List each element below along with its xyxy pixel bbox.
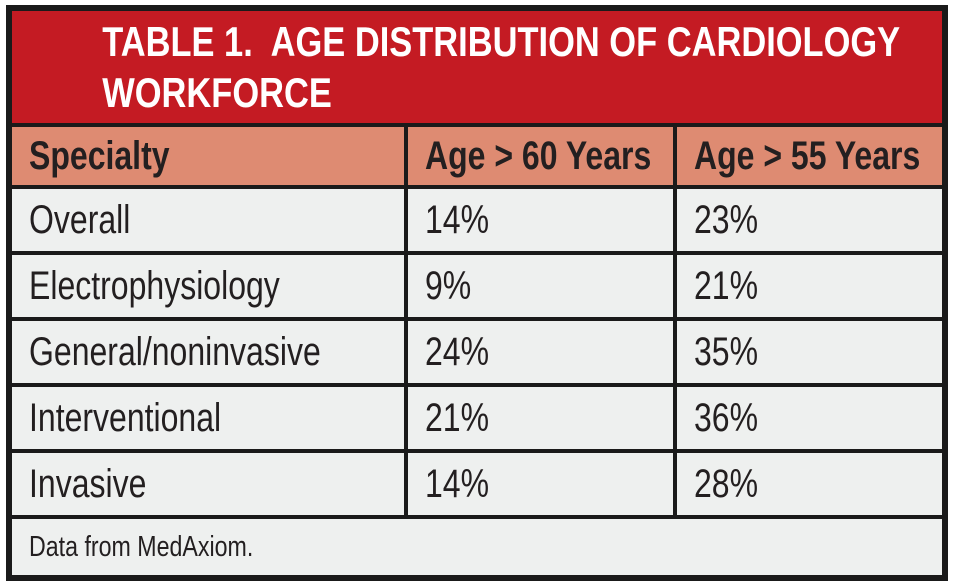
age-over-55-value: 35%: [694, 329, 759, 374]
table-figure: TABLE 1. AGE DISTRIBUTION OF CARDIOLOGY …: [6, 5, 948, 581]
specialty-value: General/noninvasive: [29, 329, 321, 374]
table-title-line-1: TABLE 1. AGE DISTRIBUTION OF CARDIOLOGY: [102, 17, 901, 65]
age-over-60-cell: 14%: [403, 449, 678, 519]
table-title: TABLE 1. AGE DISTRIBUTION OF CARDIOLOGY …: [7, 6, 947, 127]
age-over-60-value: 21%: [424, 395, 489, 440]
specialty-value: Electrophysiology: [29, 263, 280, 308]
table-footnote: Data from MedAxiom.: [7, 515, 947, 580]
age-over-60-cell: 21%: [403, 383, 678, 453]
age-over-55-cell: 35%: [673, 317, 947, 387]
table-footer-row: Data from MedAxiom.: [7, 515, 947, 580]
age-over-55-value: 23%: [694, 197, 759, 242]
age-over-55-value: 21%: [694, 263, 759, 308]
table-title-line-2: WORKFORCE: [102, 69, 332, 116]
age-over-55-cell: 28%: [673, 449, 947, 519]
table-row: Interventional 21% 36%: [7, 383, 947, 453]
age-over-60-value: 14%: [424, 461, 489, 506]
age-over-55-cell: 23%: [673, 185, 947, 255]
column-header-age-over-60: Age > 60 Years: [403, 123, 678, 189]
column-header-age-over-60-label: Age > 60 Years: [424, 133, 652, 178]
age-over-55-value: 28%: [694, 461, 759, 506]
specialty-value: Interventional: [29, 395, 222, 440]
specialty-value: Invasive: [29, 461, 147, 506]
column-header-age-over-55-label: Age > 55 Years: [694, 133, 921, 178]
age-over-55-cell: 36%: [673, 383, 947, 453]
table-row: Overall 14% 23%: [7, 185, 947, 255]
table-row: Invasive 14% 28%: [7, 449, 947, 519]
specialty-value: Overall: [29, 197, 131, 242]
column-header-specialty-label: Specialty: [29, 133, 170, 178]
age-over-60-value: 14%: [424, 197, 489, 242]
specialty-cell: Overall: [7, 185, 408, 255]
age-over-60-cell: 14%: [403, 185, 678, 255]
age-over-60-value: 9%: [424, 263, 472, 308]
table-row: General/noninvasive 24% 35%: [7, 317, 947, 387]
specialty-cell: General/noninvasive: [7, 317, 408, 387]
column-header-specialty: Specialty: [7, 123, 408, 189]
table-row: Electrophysiology 9% 21%: [7, 251, 947, 321]
specialty-cell: Interventional: [7, 383, 408, 453]
specialty-cell: Electrophysiology: [7, 251, 408, 321]
table-header-row: Specialty Age > 60 Years Age > 55 Years: [7, 123, 947, 189]
table-footnote-text: Data from MedAxiom.: [29, 530, 254, 563]
specialty-cell: Invasive: [7, 449, 408, 519]
age-over-55-value: 36%: [694, 395, 759, 440]
age-over-55-cell: 21%: [673, 251, 947, 321]
table-title-row: TABLE 1. AGE DISTRIBUTION OF CARDIOLOGY …: [7, 6, 947, 127]
column-header-age-over-55: Age > 55 Years: [673, 123, 947, 189]
age-distribution-table: TABLE 1. AGE DISTRIBUTION OF CARDIOLOGY …: [6, 5, 948, 581]
age-over-60-cell: 24%: [403, 317, 678, 387]
age-over-60-cell: 9%: [403, 251, 678, 321]
age-over-60-value: 24%: [424, 329, 489, 374]
